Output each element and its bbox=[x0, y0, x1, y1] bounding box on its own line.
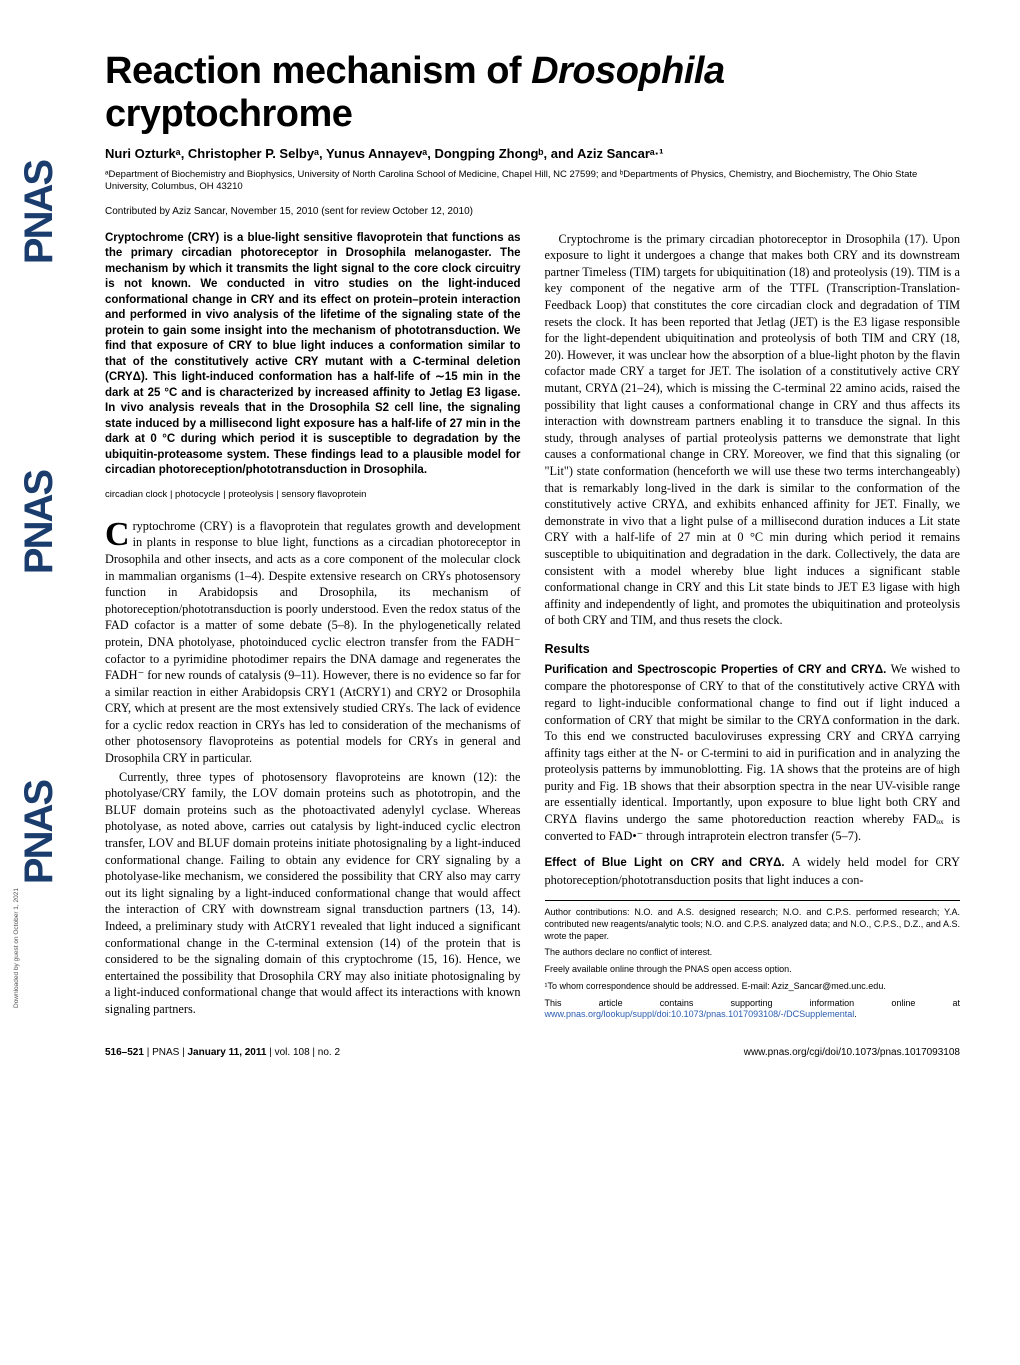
article-body: Cryptochrome (CRY) is a blue-light sensi… bbox=[105, 231, 960, 1023]
dropcap: C bbox=[105, 518, 133, 550]
results-paragraph-1: Purification and Spectroscopic Propertie… bbox=[545, 661, 961, 844]
results-heading: Results bbox=[545, 641, 961, 658]
author-list: Nuri Ozturkᵃ, Christopher P. Selbyᵃ, Yun… bbox=[105, 146, 960, 161]
keywords: circadian clock | photocycle | proteolys… bbox=[105, 489, 521, 502]
correspondence: ¹To whom correspondence should be addres… bbox=[545, 981, 961, 993]
open-access-note: Freely available online through the PNAS… bbox=[545, 964, 961, 976]
intro-paragraph-2: Currently, three types of photosensory f… bbox=[105, 769, 521, 1018]
abstract: Cryptochrome (CRY) is a blue-light sensi… bbox=[105, 231, 521, 479]
col2-paragraph-1: Cryptochrome is the primary circadian ph… bbox=[545, 231, 961, 629]
title-pre: Reaction mechanism of bbox=[105, 50, 531, 92]
supplemental-info: This article contains supporting informa… bbox=[545, 998, 961, 1021]
footnotes: Author contributions: N.O. and A.S. desi… bbox=[545, 900, 961, 1021]
footer-vol: vol. 108 bbox=[275, 1047, 310, 1058]
page-range: 516–521 bbox=[105, 1047, 144, 1058]
suppl-pre: This article contains supporting informa… bbox=[545, 998, 961, 1008]
footer-left: 516–521 | PNAS | January 11, 2011 | vol.… bbox=[105, 1047, 340, 1058]
supplemental-link[interactable]: www.pnas.org/lookup/suppl/doi:10.1073/pn… bbox=[545, 1009, 855, 1019]
results-subheading-1: Purification and Spectroscopic Propertie… bbox=[545, 664, 887, 676]
suppl-post: . bbox=[854, 1009, 857, 1019]
footer-date: January 11, 2011 bbox=[187, 1047, 266, 1058]
conflict-statement: The authors declare no conflict of inter… bbox=[545, 947, 961, 959]
results-paragraph-2: Effect of Blue Light on CRY and CRYΔ. A … bbox=[545, 854, 961, 888]
contributed-line: Contributed by Aziz Sancar, November 15,… bbox=[105, 206, 960, 217]
intro-p1-text: ryptochrome (CRY) is a flavoprotein that… bbox=[105, 519, 521, 765]
title-italic: Drosophila bbox=[531, 50, 724, 92]
author-contributions: Author contributions: N.O. and A.S. desi… bbox=[545, 907, 961, 942]
title-post: cryptochrome bbox=[105, 93, 352, 135]
article-title: Reaction mechanism of Drosophila cryptoc… bbox=[105, 50, 960, 136]
footer-journal: PNAS bbox=[152, 1047, 179, 1058]
intro-paragraph-1: Cryptochrome (CRY) is a flavoprotein tha… bbox=[105, 518, 521, 767]
footer-issue: no. 2 bbox=[318, 1047, 340, 1058]
results-subheading-2: Effect of Blue Light on CRY and CRYΔ. bbox=[545, 857, 785, 869]
page-footer: 516–521 | PNAS | January 11, 2011 | vol.… bbox=[105, 1047, 960, 1058]
footer-doi: www.pnas.org/cgi/doi/10.1073/pnas.101709… bbox=[744, 1047, 960, 1058]
affiliations: ᵃDepartment of Biochemistry and Biophysi… bbox=[105, 169, 960, 194]
results-p1-text: We wished to compare the photoresponse o… bbox=[545, 662, 961, 843]
